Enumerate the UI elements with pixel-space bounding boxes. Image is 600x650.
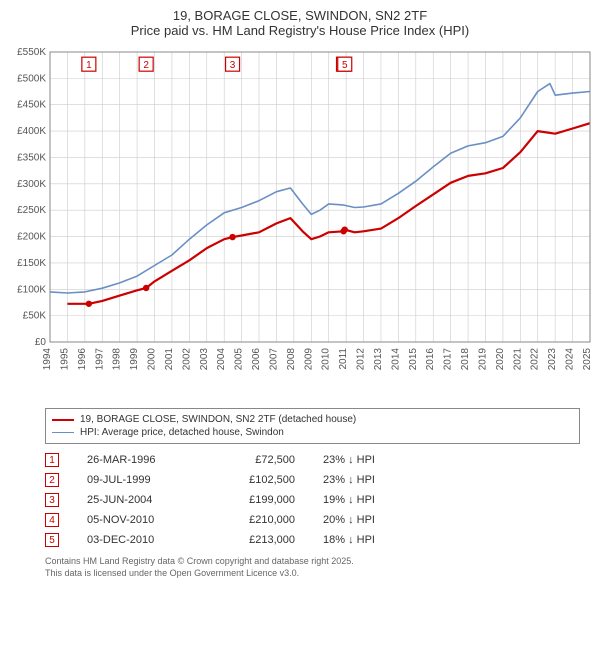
svg-text:2000: 2000 bbox=[147, 348, 158, 371]
transaction-date: 09-JUL-1999 bbox=[87, 474, 187, 486]
svg-text:£50K: £50K bbox=[23, 311, 47, 322]
transaction-pct: 19% ↓ HPI bbox=[323, 494, 413, 506]
transaction-row: 2 09-JUL-1999 £102,500 23% ↓ HPI bbox=[45, 470, 580, 490]
transaction-price: £210,000 bbox=[215, 514, 295, 526]
transaction-date: 26-MAR-1996 bbox=[87, 454, 187, 466]
legend-label: 19, BORAGE CLOSE, SWINDON, SN2 2TF (deta… bbox=[80, 414, 356, 425]
transaction-pct: 20% ↓ HPI bbox=[323, 514, 413, 526]
svg-text:1997: 1997 bbox=[94, 348, 105, 371]
svg-text:2004: 2004 bbox=[216, 348, 227, 371]
svg-text:2025: 2025 bbox=[582, 348, 593, 371]
title-line1: 19, BORAGE CLOSE, SWINDON, SN2 2TF bbox=[4, 8, 596, 23]
transaction-row: 4 05-NOV-2010 £210,000 20% ↓ HPI bbox=[45, 510, 580, 530]
footer-line1: Contains HM Land Registry data © Crown c… bbox=[45, 556, 580, 568]
svg-text:1: 1 bbox=[86, 60, 92, 71]
svg-text:5: 5 bbox=[342, 60, 348, 71]
transaction-date: 25-JUN-2004 bbox=[87, 494, 187, 506]
svg-text:2022: 2022 bbox=[530, 348, 541, 371]
svg-text:2008: 2008 bbox=[286, 348, 297, 371]
svg-text:1994: 1994 bbox=[42, 348, 53, 371]
transaction-row: 3 25-JUN-2004 £199,000 19% ↓ HPI bbox=[45, 490, 580, 510]
svg-text:2018: 2018 bbox=[460, 348, 471, 371]
transactions-table: 1 26-MAR-1996 £72,500 23% ↓ HPI 2 09-JUL-1999… bbox=[45, 450, 580, 550]
svg-text:2009: 2009 bbox=[303, 348, 314, 371]
svg-text:2016: 2016 bbox=[425, 348, 436, 371]
svg-text:2013: 2013 bbox=[373, 348, 384, 371]
transaction-pct: 23% ↓ HPI bbox=[323, 454, 413, 466]
transaction-marker: 4 bbox=[45, 513, 59, 527]
transaction-price: £213,000 bbox=[215, 534, 295, 546]
transaction-date: 03-DEC-2010 bbox=[87, 534, 187, 546]
svg-text:2001: 2001 bbox=[164, 348, 175, 371]
transaction-row: 1 26-MAR-1996 £72,500 23% ↓ HPI bbox=[45, 450, 580, 470]
svg-text:2021: 2021 bbox=[512, 348, 523, 371]
svg-text:£250K: £250K bbox=[17, 205, 46, 216]
svg-text:£200K: £200K bbox=[17, 232, 46, 243]
svg-text:2005: 2005 bbox=[234, 348, 245, 371]
svg-text:1996: 1996 bbox=[77, 348, 88, 371]
svg-text:2015: 2015 bbox=[408, 348, 419, 371]
svg-text:1998: 1998 bbox=[112, 348, 123, 371]
price-chart: £0 £50K £100K £150K £200K £250K £300K £350K £400… bbox=[0, 42, 600, 402]
legend: 19, BORAGE CLOSE, SWINDON, SN2 2TF (deta… bbox=[45, 408, 580, 444]
svg-text:1999: 1999 bbox=[129, 348, 140, 371]
svg-text:2012: 2012 bbox=[356, 348, 367, 371]
transaction-marker: 2 bbox=[45, 473, 59, 487]
svg-text:2011: 2011 bbox=[338, 348, 349, 370]
svg-text:£0: £0 bbox=[35, 337, 47, 348]
transaction-row: 5 03-DEC-2010 £213,000 18% ↓ HPI bbox=[45, 530, 580, 550]
chart-container: 19, BORAGE CLOSE, SWINDON, SN2 2TF Price… bbox=[0, 0, 600, 579]
transaction-price: £102,500 bbox=[215, 474, 295, 486]
legend-swatch bbox=[52, 432, 74, 433]
transaction-marker: 5 bbox=[45, 533, 59, 547]
svg-text:2020: 2020 bbox=[495, 348, 506, 371]
svg-text:£100K: £100K bbox=[17, 284, 46, 295]
transaction-marker: 3 bbox=[45, 493, 59, 507]
svg-text:£550K: £550K bbox=[17, 47, 46, 58]
svg-text:2003: 2003 bbox=[199, 348, 210, 371]
transaction-pct: 23% ↓ HPI bbox=[323, 474, 413, 486]
legend-item: HPI: Average price, detached house, Swin… bbox=[52, 426, 573, 439]
transaction-price: £199,000 bbox=[215, 494, 295, 506]
svg-text:2014: 2014 bbox=[390, 348, 401, 371]
svg-text:2023: 2023 bbox=[547, 348, 558, 371]
svg-text:£500K: £500K bbox=[17, 73, 46, 84]
footer: Contains HM Land Registry data © Crown c… bbox=[45, 556, 580, 579]
svg-text:2019: 2019 bbox=[477, 348, 488, 371]
svg-text:2010: 2010 bbox=[321, 348, 332, 371]
svg-text:2017: 2017 bbox=[443, 348, 454, 371]
svg-text:2006: 2006 bbox=[251, 348, 262, 371]
title-block: 19, BORAGE CLOSE, SWINDON, SN2 2TF Price… bbox=[0, 0, 600, 42]
footer-line2: This data is licensed under the Open Gov… bbox=[45, 568, 580, 580]
transaction-marker: 1 bbox=[45, 453, 59, 467]
svg-text:2024: 2024 bbox=[565, 348, 576, 371]
legend-item: 19, BORAGE CLOSE, SWINDON, SN2 2TF (deta… bbox=[52, 413, 573, 426]
legend-label: HPI: Average price, detached house, Swin… bbox=[80, 427, 284, 438]
svg-text:£450K: £450K bbox=[17, 100, 46, 111]
svg-text:1995: 1995 bbox=[59, 348, 70, 371]
svg-text:2007: 2007 bbox=[268, 348, 279, 371]
legend-swatch bbox=[52, 419, 74, 421]
title-line2: Price paid vs. HM Land Registry's House … bbox=[4, 23, 596, 38]
svg-text:2: 2 bbox=[143, 60, 149, 71]
transaction-price: £72,500 bbox=[215, 454, 295, 466]
transaction-pct: 18% ↓ HPI bbox=[323, 534, 413, 546]
svg-text:£150K: £150K bbox=[17, 258, 46, 269]
svg-text:£350K: £350K bbox=[17, 152, 46, 163]
svg-text:2002: 2002 bbox=[181, 348, 192, 371]
transaction-date: 05-NOV-2010 bbox=[87, 514, 187, 526]
svg-text:£300K: £300K bbox=[17, 179, 46, 190]
svg-text:3: 3 bbox=[230, 60, 236, 71]
svg-text:£400K: £400K bbox=[17, 126, 46, 137]
